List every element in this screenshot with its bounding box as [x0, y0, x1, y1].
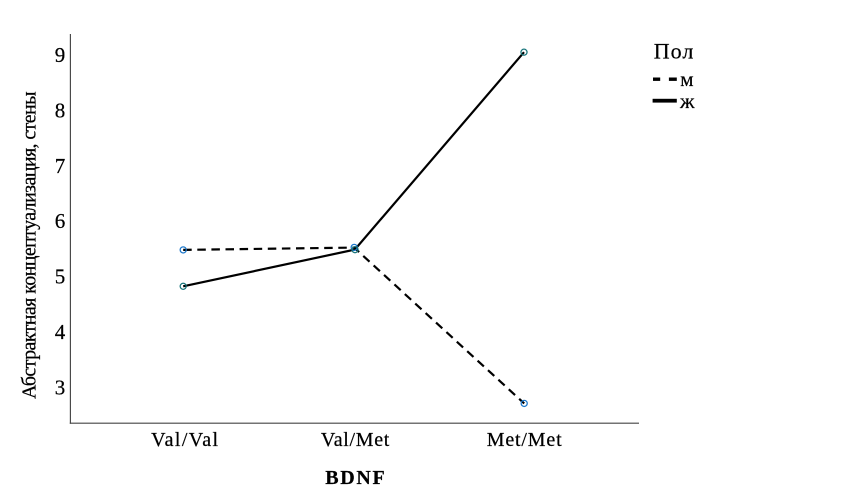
svg-text:7: 7 [55, 154, 66, 178]
svg-text:8: 8 [55, 99, 66, 123]
svg-text:Val/Met: Val/Met [321, 429, 390, 451]
svg-text:9: 9 [55, 43, 66, 67]
svg-text:BDNF: BDNF [325, 467, 385, 489]
svg-text:Met/Met: Met/Met [487, 429, 562, 451]
svg-text:Абстрактная концептуализация,: Абстрактная концептуализация, стены [19, 92, 41, 399]
svg-text:4: 4 [55, 320, 66, 344]
svg-text:Val/Val: Val/Val [151, 429, 218, 451]
svg-text:6: 6 [55, 209, 66, 233]
svg-text:м: м [680, 67, 693, 91]
svg-text:ж: ж [679, 89, 695, 113]
svg-text:Пол: Пол [654, 38, 694, 63]
svg-text:3: 3 [55, 375, 66, 399]
svg-text:5: 5 [55, 265, 66, 289]
